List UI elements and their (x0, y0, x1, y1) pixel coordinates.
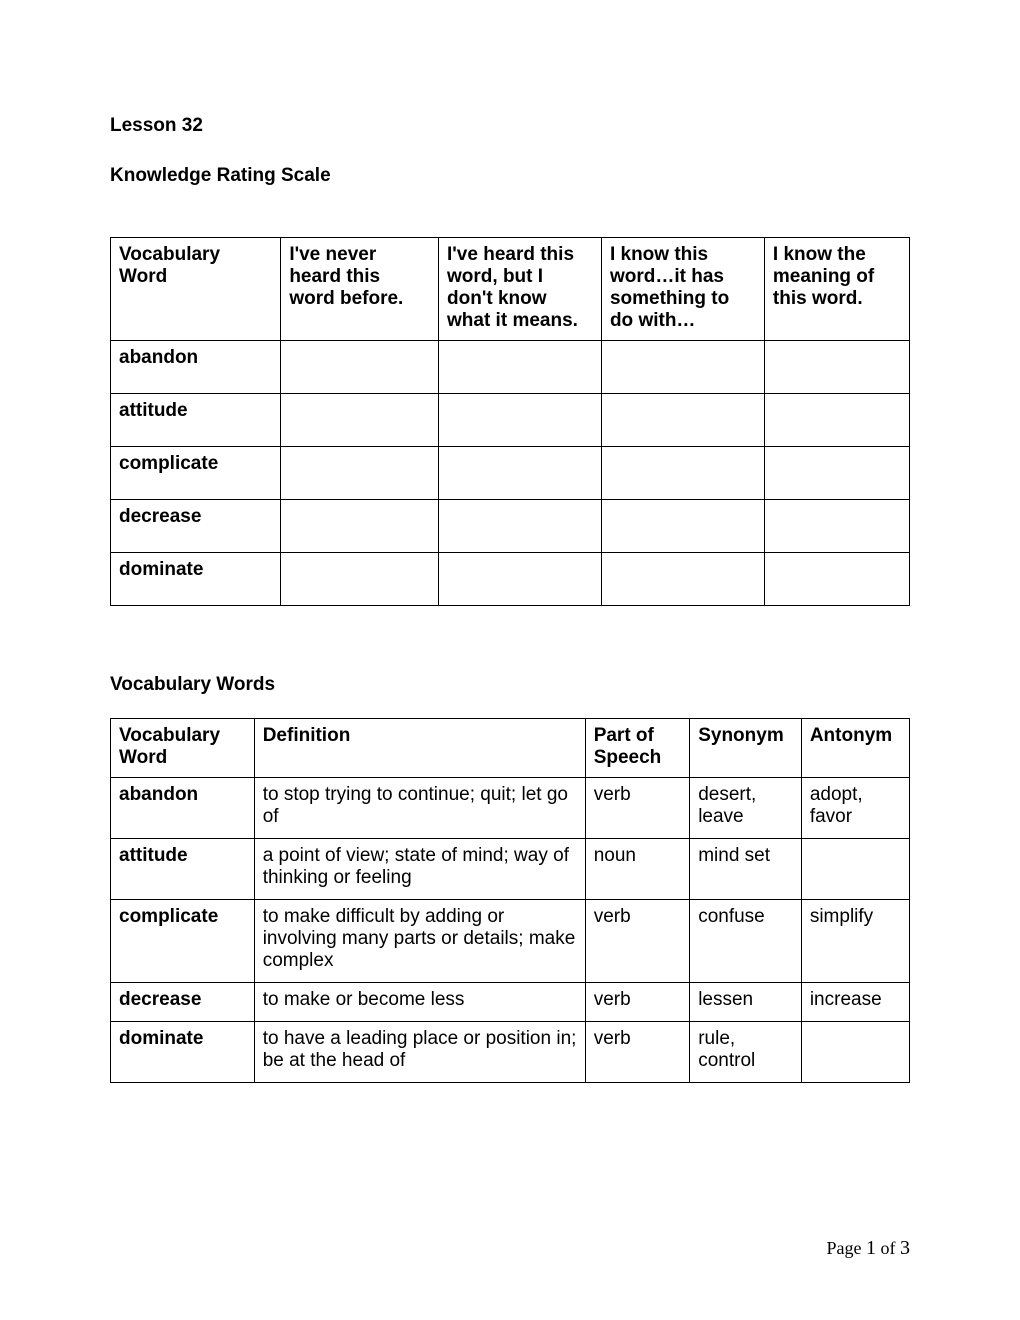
vocab-antonym-cell (801, 1022, 909, 1083)
vocab-synonym-cell: rule, control (690, 1022, 802, 1083)
vocab-pos-cell: noun (585, 839, 690, 900)
section-spacer (110, 606, 910, 674)
rating-empty-cell (764, 394, 909, 447)
table-row: abandon to stop trying to continue; quit… (111, 778, 910, 839)
rating-header-heard: I've heard this word, but I don't know w… (439, 238, 602, 341)
table-row: attitude (111, 394, 910, 447)
rating-scale-heading: Knowledge Rating Scale (110, 165, 910, 187)
vocab-synonym-cell: confuse (690, 900, 802, 983)
rating-empty-cell (281, 447, 439, 500)
vocab-synonym-cell: desert, leave (690, 778, 802, 839)
rating-table: Vocabulary Word I've never heard this wo… (110, 237, 910, 606)
vocab-header-definition: Definition (254, 719, 585, 778)
vocab-definition-cell: a point of view; state of mind; way of t… (254, 839, 585, 900)
rating-empty-cell (281, 553, 439, 606)
table-header-row: Vocabulary Word Definition Part of Speec… (111, 719, 910, 778)
rating-empty-cell (764, 341, 909, 394)
rating-word-cell: dominate (111, 553, 281, 606)
table-header-row: Vocabulary Word I've never heard this wo… (111, 238, 910, 341)
table-row: complicate to make difficult by adding o… (111, 900, 910, 983)
rating-empty-cell (439, 447, 602, 500)
table-row: attitude a point of view; state of mind;… (111, 839, 910, 900)
vocab-antonym-cell: simplify (801, 900, 909, 983)
vocab-header-antonym: Antonym (801, 719, 909, 778)
vocab-antonym-cell (801, 839, 909, 900)
vocab-pos-cell: verb (585, 900, 690, 983)
vocab-synonym-cell: lessen (690, 983, 802, 1022)
rating-empty-cell (601, 447, 764, 500)
rating-header-never: I've never heard this word before. (281, 238, 439, 341)
rating-empty-cell (764, 553, 909, 606)
vocab-pos-cell: verb (585, 983, 690, 1022)
lesson-title: Lesson 32 (110, 115, 910, 137)
rating-empty-cell (281, 341, 439, 394)
vocab-header-word: Vocabulary Word (111, 719, 255, 778)
rating-empty-cell (764, 447, 909, 500)
vocab-word-cell: decrease (111, 983, 255, 1022)
vocab-definition-cell: to stop trying to continue; quit; let go… (254, 778, 585, 839)
rating-empty-cell (281, 394, 439, 447)
vocab-header-synonym: Synonym (690, 719, 802, 778)
page-number: Page 1 of 3 (827, 1237, 911, 1260)
vocab-definition-cell: to make difficult by adding or involving… (254, 900, 585, 983)
vocab-definition-cell: to have a leading place or position in; … (254, 1022, 585, 1083)
rating-header-know-somewhat: I know this word…it has something to do … (601, 238, 764, 341)
rating-header-know-meaning: I know the meaning of this word. (764, 238, 909, 341)
page-of: of (876, 1238, 900, 1258)
page-total: 3 (900, 1237, 910, 1259)
rating-empty-cell (281, 500, 439, 553)
rating-empty-cell (601, 394, 764, 447)
rating-empty-cell (439, 553, 602, 606)
vocab-word-cell: abandon (111, 778, 255, 839)
rating-empty-cell (601, 500, 764, 553)
rating-word-cell: complicate (111, 447, 281, 500)
vocab-definition-cell: to make or become less (254, 983, 585, 1022)
vocab-word-cell: complicate (111, 900, 255, 983)
table-row: decrease to make or become less verb les… (111, 983, 910, 1022)
rating-header-word: Vocabulary Word (111, 238, 281, 341)
vocab-antonym-cell: increase (801, 983, 909, 1022)
rating-empty-cell (439, 341, 602, 394)
vocab-table: Vocabulary Word Definition Part of Speec… (110, 718, 910, 1083)
table-row: decrease (111, 500, 910, 553)
vocab-pos-cell: verb (585, 1022, 690, 1083)
page-current: 1 (866, 1237, 876, 1259)
rating-word-cell: abandon (111, 341, 281, 394)
vocab-words-heading: Vocabulary Words (110, 674, 910, 696)
page-label: Page (827, 1238, 867, 1258)
rating-word-cell: decrease (111, 500, 281, 553)
rating-word-cell: attitude (111, 394, 281, 447)
rating-empty-cell (601, 341, 764, 394)
table-row: dominate to have a leading place or posi… (111, 1022, 910, 1083)
vocab-header-part-of-speech: Part of Speech (585, 719, 690, 778)
vocab-synonym-cell: mind set (690, 839, 802, 900)
page-container: Lesson 32 Knowledge Rating Scale Vocabul… (0, 0, 1020, 1320)
table-row: complicate (111, 447, 910, 500)
rating-empty-cell (439, 394, 602, 447)
table-row: dominate (111, 553, 910, 606)
vocab-word-cell: dominate (111, 1022, 255, 1083)
vocab-antonym-cell: adopt, favor (801, 778, 909, 839)
vocab-word-cell: attitude (111, 839, 255, 900)
rating-empty-cell (764, 500, 909, 553)
vocab-pos-cell: verb (585, 778, 690, 839)
rating-empty-cell (439, 500, 602, 553)
table-row: abandon (111, 341, 910, 394)
rating-empty-cell (601, 553, 764, 606)
